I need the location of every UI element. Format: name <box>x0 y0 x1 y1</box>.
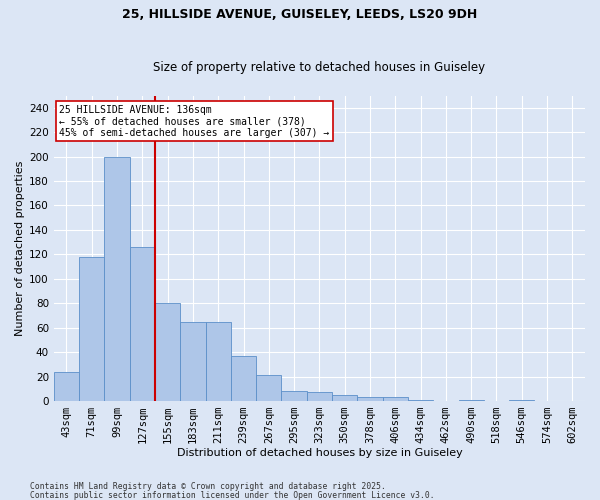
Bar <box>408 400 433 401</box>
Title: Size of property relative to detached houses in Guiseley: Size of property relative to detached ho… <box>154 60 485 74</box>
Y-axis label: Number of detached properties: Number of detached properties <box>15 160 25 336</box>
Text: 25, HILLSIDE AVENUE, GUISELEY, LEEDS, LS20 9DH: 25, HILLSIDE AVENUE, GUISELEY, LEEDS, LS… <box>122 8 478 20</box>
Bar <box>509 400 535 401</box>
Bar <box>231 356 256 401</box>
Text: Contains HM Land Registry data © Crown copyright and database right 2025.: Contains HM Land Registry data © Crown c… <box>30 482 386 491</box>
Bar <box>281 391 307 401</box>
Bar <box>104 156 130 401</box>
Bar <box>130 247 155 401</box>
Bar <box>79 257 104 401</box>
Bar <box>307 392 332 401</box>
Bar <box>358 398 383 401</box>
Bar <box>332 395 358 401</box>
Bar <box>180 322 206 401</box>
Text: 25 HILLSIDE AVENUE: 136sqm
← 55% of detached houses are smaller (378)
45% of sem: 25 HILLSIDE AVENUE: 136sqm ← 55% of deta… <box>59 104 329 138</box>
Text: Contains public sector information licensed under the Open Government Licence v3: Contains public sector information licen… <box>30 490 434 500</box>
Bar <box>155 303 180 401</box>
Bar <box>256 376 281 401</box>
Bar <box>54 372 79 401</box>
Bar <box>458 400 484 401</box>
Bar <box>206 322 231 401</box>
Bar <box>383 398 408 401</box>
X-axis label: Distribution of detached houses by size in Guiseley: Distribution of detached houses by size … <box>176 448 462 458</box>
